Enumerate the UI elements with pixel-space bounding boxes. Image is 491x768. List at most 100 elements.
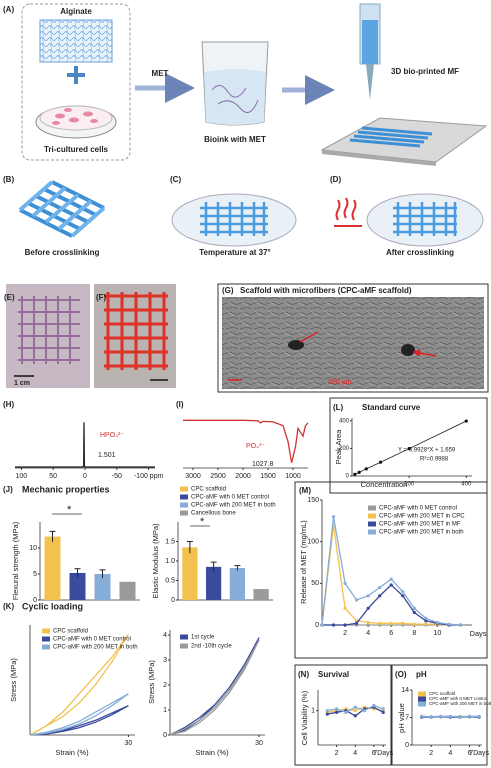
caption: Alginate	[60, 7, 92, 16]
point	[412, 610, 416, 615]
line	[29, 705, 129, 736]
point	[381, 710, 385, 714]
y-tick-label: 50	[311, 580, 319, 587]
annotation: PO₄³⁻	[246, 443, 265, 450]
annotation: *	[200, 516, 205, 528]
point	[458, 623, 463, 627]
y-axis-label: Elastic Modulus (MPa)	[151, 523, 160, 599]
point	[401, 621, 405, 625]
scaffold	[393, 202, 457, 236]
x-tick-label: 3000	[185, 473, 201, 480]
point	[364, 467, 368, 471]
y-tick-label: 0	[315, 622, 319, 629]
chart-title: pH	[416, 670, 427, 679]
caption: MET	[152, 69, 169, 78]
x-tick-label: 7Days	[373, 750, 393, 757]
x-axis-label: Strain (%)	[195, 748, 229, 757]
point	[357, 470, 361, 475]
y-axis-label: Cell Viability (%)	[300, 690, 309, 745]
chart-title: Mechanic properties	[22, 484, 110, 494]
plus	[67, 66, 85, 84]
point	[389, 621, 393, 625]
panel-label: (L)	[333, 403, 344, 412]
x-tick-label: 2	[335, 750, 339, 757]
y-tick-label: 1.0	[165, 558, 175, 565]
caption: Bioink with MET	[204, 135, 266, 144]
point	[412, 606, 416, 610]
x-tick-label: 6	[389, 630, 393, 637]
legend-label: CPC-aMF with 200 MET in both	[429, 701, 491, 706]
panel-label: (B)	[3, 175, 14, 184]
x-tick-label: 8	[412, 630, 416, 637]
legend-swatch	[368, 529, 376, 535]
frame	[329, 397, 488, 494]
point	[424, 622, 428, 626]
legend-label: CPC-aMF with 0 MET control	[53, 637, 131, 643]
chart-title: Survival	[318, 670, 349, 679]
x-tick-label: 2500	[210, 473, 226, 480]
point	[381, 707, 385, 711]
line	[183, 419, 309, 463]
y-tick-label: 100	[307, 539, 319, 546]
panel-label: (D)	[330, 175, 341, 184]
point	[467, 714, 472, 718]
annotation: Y = 0.9928*X + 1.659	[398, 448, 456, 454]
point	[325, 712, 329, 716]
bar	[44, 536, 61, 600]
panel-label: (E)	[4, 293, 15, 302]
point	[331, 515, 336, 519]
scale-label: 1 cm	[14, 380, 30, 387]
point	[419, 714, 424, 718]
sem-image	[222, 297, 484, 389]
nozzle	[366, 64, 374, 100]
point	[458, 715, 462, 719]
point	[378, 585, 382, 590]
x-tick-label: 200	[404, 482, 415, 488]
legend-label: CPC-aMF with 200 MET in both	[379, 530, 464, 536]
legend-swatch	[180, 486, 188, 492]
point	[366, 620, 370, 625]
heat	[334, 197, 362, 227]
bar	[182, 547, 198, 600]
x-tick-label: 6	[468, 750, 472, 757]
y-tick-label: 14	[401, 687, 409, 694]
legend-swatch	[368, 505, 376, 511]
line	[321, 524, 461, 626]
point	[401, 594, 405, 598]
annotation: R²=0.9988	[420, 457, 449, 463]
point	[355, 598, 359, 602]
line	[169, 637, 260, 736]
point	[435, 620, 439, 625]
legend-swatch	[180, 634, 188, 640]
point	[320, 623, 324, 627]
scaffold	[18, 180, 106, 238]
point	[389, 583, 393, 587]
bar	[229, 568, 245, 600]
y-axis-label: pH value	[397, 703, 406, 733]
point	[343, 606, 347, 610]
y-axis-label: Stress (MPa)	[9, 658, 18, 702]
y-tick-label: 7	[405, 714, 409, 721]
sem-feature	[288, 340, 304, 350]
legend-swatch	[368, 513, 376, 519]
point	[362, 709, 367, 713]
cells	[52, 108, 98, 125]
panel-label: (F)	[96, 293, 107, 302]
y-axis-label: Release of MET (mg/mL)	[299, 520, 308, 604]
point	[343, 623, 347, 627]
annotation: *	[67, 504, 72, 516]
bar	[253, 589, 269, 600]
x-tick-label: 4	[366, 630, 370, 637]
sem-feature	[401, 344, 415, 356]
caption: After crosslinking	[386, 248, 454, 257]
printed-mf	[349, 126, 433, 148]
y-tick-label: 2	[163, 682, 167, 689]
point	[372, 703, 376, 708]
panel-label: (K)	[3, 602, 14, 611]
y-tick-label: 4	[163, 632, 167, 639]
legend-label: CPC-aMF with 200 MET in both	[53, 645, 138, 651]
syringe-ink	[362, 20, 378, 64]
error-bar	[49, 530, 56, 542]
caption: Tri-cultured cells	[44, 145, 109, 154]
point	[366, 606, 370, 610]
